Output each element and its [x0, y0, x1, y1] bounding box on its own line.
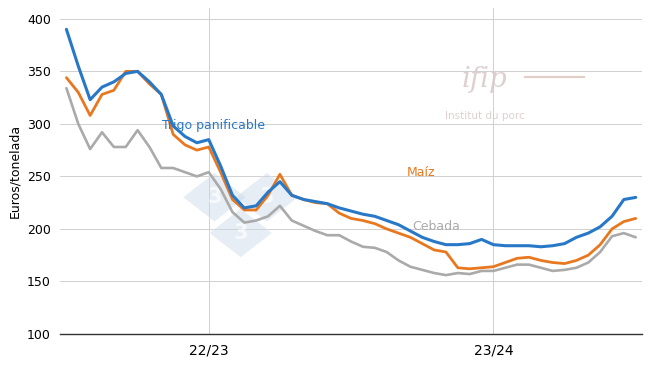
- Text: Cebada: Cebada: [412, 220, 460, 233]
- Polygon shape: [209, 209, 272, 257]
- Y-axis label: Euros/tonelada: Euros/tonelada: [8, 124, 21, 218]
- Text: Trigo panificable: Trigo panificable: [162, 119, 265, 132]
- Text: Maíz: Maíz: [406, 166, 435, 179]
- Text: 3: 3: [207, 187, 222, 207]
- Text: Institut du porc: Institut du porc: [445, 111, 525, 121]
- Text: 3: 3: [259, 187, 274, 207]
- Text: ifip: ifip: [462, 67, 508, 93]
- Polygon shape: [183, 173, 246, 221]
- Polygon shape: [235, 173, 298, 221]
- Text: 3: 3: [233, 223, 248, 243]
